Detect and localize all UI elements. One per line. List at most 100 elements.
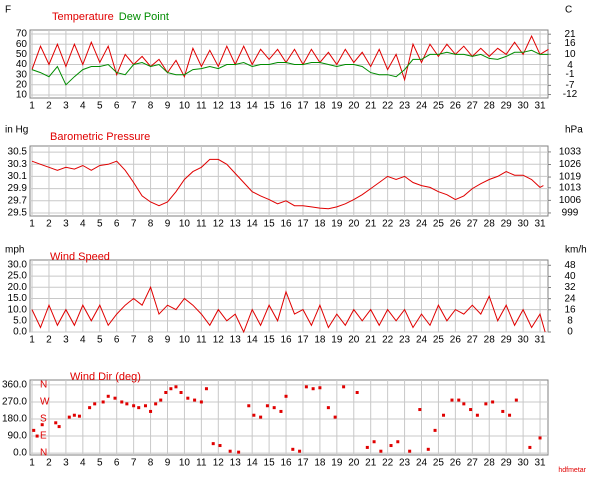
point xyxy=(311,387,315,391)
x-tick-label: 11 xyxy=(196,101,207,112)
x-tick-label: 25 xyxy=(433,458,445,469)
y-tick-label: 20 xyxy=(16,79,28,90)
panel-title: Barometric Pressure xyxy=(50,131,150,143)
x-tick-label: 31 xyxy=(534,219,546,230)
point xyxy=(40,423,44,427)
series-line xyxy=(31,49,549,86)
x-tick-label: 24 xyxy=(416,335,428,346)
point xyxy=(442,413,446,417)
x-tick-label: 2 xyxy=(46,101,52,112)
unit-right: km/h xyxy=(565,245,587,256)
x-tick-label: 25 xyxy=(433,219,445,230)
point xyxy=(379,449,383,453)
series-line xyxy=(31,34,549,82)
point xyxy=(88,406,92,410)
point xyxy=(491,400,495,404)
x-tick-label: 19 xyxy=(331,335,343,346)
point xyxy=(143,404,147,408)
point xyxy=(457,398,461,402)
point xyxy=(211,442,215,446)
x-tick-label: 8 xyxy=(148,101,154,112)
x-tick-label: 1 xyxy=(29,458,35,469)
plot-area xyxy=(29,29,549,99)
y2-tick-label: 48 xyxy=(564,260,576,271)
x-tick-label: 12 xyxy=(213,219,225,230)
x-tick-label: 21 xyxy=(365,101,377,112)
point xyxy=(342,385,346,389)
point xyxy=(164,391,168,394)
x-tick-label: 16 xyxy=(280,458,292,469)
x-tick-label: 23 xyxy=(399,219,411,230)
x-tick-label: 29 xyxy=(501,458,513,469)
x-tick-label: 18 xyxy=(314,458,326,469)
point xyxy=(179,391,183,394)
x-tick-label: 16 xyxy=(280,101,292,112)
x-tick-label: 31 xyxy=(534,458,546,469)
x-tick-label: 29 xyxy=(501,219,513,230)
point xyxy=(193,398,197,402)
x-tick-label: 9 xyxy=(165,219,171,230)
point xyxy=(528,445,532,449)
y-tick-label: 90.0 xyxy=(8,431,28,442)
point xyxy=(304,385,308,389)
x-tick-label: 1 xyxy=(29,335,35,346)
y-tick-label: 30.5 xyxy=(8,147,28,158)
x-tick-label: 26 xyxy=(450,458,462,469)
x-tick-label: 17 xyxy=(297,335,309,346)
x-tick-label: 22 xyxy=(382,335,394,346)
x-tick-label: 25 xyxy=(433,335,445,346)
x-tick-label: 18 xyxy=(314,101,326,112)
x-tick-label: 21 xyxy=(365,458,377,469)
y2-tick-label: 10 xyxy=(564,49,576,60)
point xyxy=(218,444,222,448)
x-tick-label: 9 xyxy=(165,101,171,112)
x-tick-label: 6 xyxy=(114,458,120,469)
y-tick-label: 360.0 xyxy=(2,380,27,391)
compass-label: W xyxy=(40,397,50,408)
x-tick-label: 8 xyxy=(148,335,154,346)
x-tick-label: 27 xyxy=(467,101,479,112)
y2-tick-label: 16 xyxy=(564,38,576,49)
x-tick-label: 10 xyxy=(179,101,191,112)
y-tick-label: 29.5 xyxy=(8,208,28,219)
point xyxy=(93,402,97,406)
x-tick-label: 8 xyxy=(148,219,154,230)
point xyxy=(132,404,136,408)
point xyxy=(199,400,203,404)
x-tick-label: 1 xyxy=(29,219,35,230)
x-tick-label: 19 xyxy=(331,219,343,230)
point xyxy=(372,440,376,444)
y-tick-label: 60 xyxy=(16,39,28,50)
point xyxy=(418,408,422,412)
x-tick-label: 5 xyxy=(97,335,103,346)
legend-entry: Dew Point xyxy=(119,11,169,23)
x-tick-label: 23 xyxy=(399,101,411,112)
x-tick-label: 26 xyxy=(450,101,462,112)
x-tick-label: 10 xyxy=(179,458,191,469)
x-tick-label: 15 xyxy=(264,458,276,469)
point xyxy=(113,396,117,400)
x-tick-label: 11 xyxy=(196,458,207,469)
y-tick-label: 10.0 xyxy=(8,304,28,315)
x-tick-label: 13 xyxy=(230,335,242,346)
y-tick-label: 29.9 xyxy=(8,183,28,194)
point xyxy=(169,387,173,391)
point xyxy=(408,449,412,453)
x-tick-label: 4 xyxy=(80,458,86,469)
point xyxy=(508,413,512,417)
y-tick-label: 25.0 xyxy=(8,271,28,282)
x-tick-label: 22 xyxy=(382,101,394,112)
compass-label: N xyxy=(40,448,47,459)
x-tick-label: 22 xyxy=(382,458,394,469)
x-tick-label: 26 xyxy=(450,335,462,346)
x-tick-label: 12 xyxy=(213,335,225,346)
x-tick-label: 7 xyxy=(131,101,137,112)
y-tick-label: 180.0 xyxy=(2,414,27,425)
plot-area xyxy=(29,379,549,456)
x-tick-label: 3 xyxy=(63,219,69,230)
point xyxy=(475,413,479,417)
x-tick-label: 15 xyxy=(264,335,276,346)
y2-tick-label: -7 xyxy=(566,80,575,91)
x-tick-label: 18 xyxy=(314,219,326,230)
point xyxy=(149,409,153,413)
